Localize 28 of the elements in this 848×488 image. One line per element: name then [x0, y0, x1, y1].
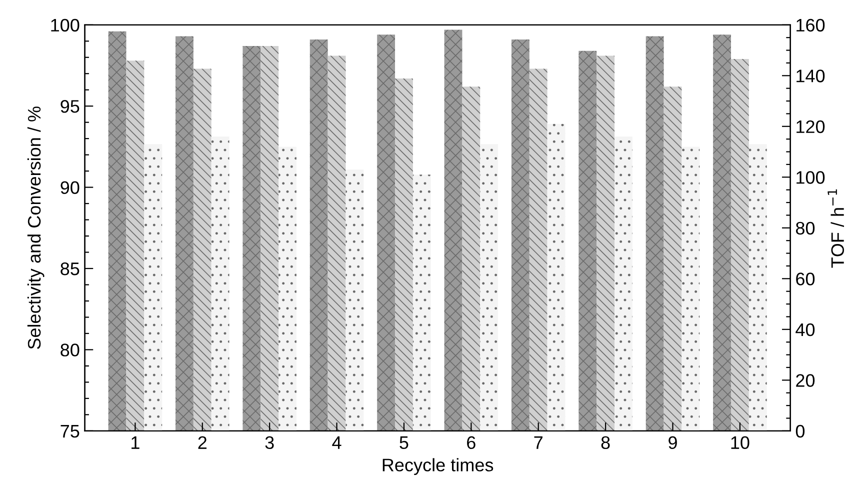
y2-tick-label: 60	[796, 272, 815, 286]
y2-tick-label: 140	[796, 70, 825, 82]
x-tick-label: 3	[265, 436, 274, 450]
y-tick-label: 95	[60, 100, 80, 113]
y2-tick-label: 120	[796, 120, 825, 134]
x-tick-label: 10	[731, 436, 750, 450]
x-tick-label: 4	[332, 436, 342, 449]
y-tick-label: 90	[60, 181, 80, 194]
y2-tick-label: 0	[796, 424, 805, 438]
y-tick-label: 80	[60, 344, 80, 356]
x-tick-label: 1	[132, 436, 140, 449]
y2-axis-title: TOF / h$^{−1}$	[828, 189, 844, 268]
y-tick-label: 85	[60, 262, 80, 276]
x-tick-label: 9	[668, 436, 677, 450]
x-tick-label: 5	[400, 436, 408, 450]
x-axis-title: Recycle times	[382, 458, 494, 475]
y2-tick-label: 100	[796, 171, 825, 184]
x-tick-label: 8	[601, 436, 610, 450]
y2-tick-label: 160	[796, 18, 825, 32]
x-tick-label: 2	[198, 436, 207, 449]
y2-tick-label: 40	[796, 323, 815, 336]
y-tick-label: 100	[51, 18, 80, 32]
y-axis-title: Selectivity and Conversion / %	[27, 106, 44, 349]
y2-tick-label: 20	[796, 374, 815, 387]
y2-tick-label: 80	[796, 222, 815, 235]
y-tick-label: 75	[60, 425, 80, 438]
x-tick-label: 7	[534, 436, 542, 449]
x-tick-label: 6	[467, 436, 476, 450]
